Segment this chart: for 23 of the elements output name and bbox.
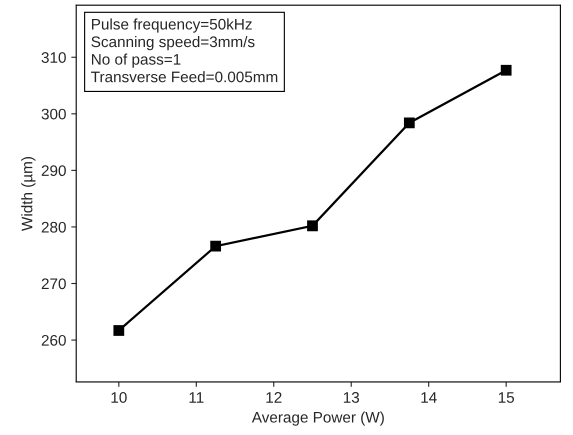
x-axis-title: Average Power (W) xyxy=(252,411,384,426)
point xyxy=(210,240,222,252)
y-tick-label: 260 xyxy=(42,334,66,346)
point xyxy=(404,117,415,128)
y-tick-label: 280 xyxy=(42,222,66,233)
annotation: Scanning speed=3mm/s xyxy=(91,36,255,50)
x-tick-label: 10 xyxy=(111,392,127,403)
y-tick-label: 300 xyxy=(42,108,66,120)
annotation: Transverse Feed=0.005mm xyxy=(91,71,278,82)
annotation: No of pass=1 xyxy=(92,54,180,68)
y-tick-label: 270 xyxy=(42,278,66,290)
annotation: Pulse frequency=50kHz xyxy=(92,18,252,33)
x-tick-label: 12 xyxy=(266,392,282,403)
y-tick-label: 290 xyxy=(42,165,66,176)
x-tick-label: 14 xyxy=(421,392,437,403)
x-tick-label: 13 xyxy=(344,392,360,403)
y-tick-label: 310 xyxy=(42,52,66,63)
point xyxy=(113,325,124,336)
y-axis-title: Width (µm) xyxy=(21,157,36,232)
point xyxy=(307,220,318,232)
x-tick-label: 15 xyxy=(498,392,514,403)
x-tick-label: 11 xyxy=(190,392,204,403)
point xyxy=(500,64,512,76)
